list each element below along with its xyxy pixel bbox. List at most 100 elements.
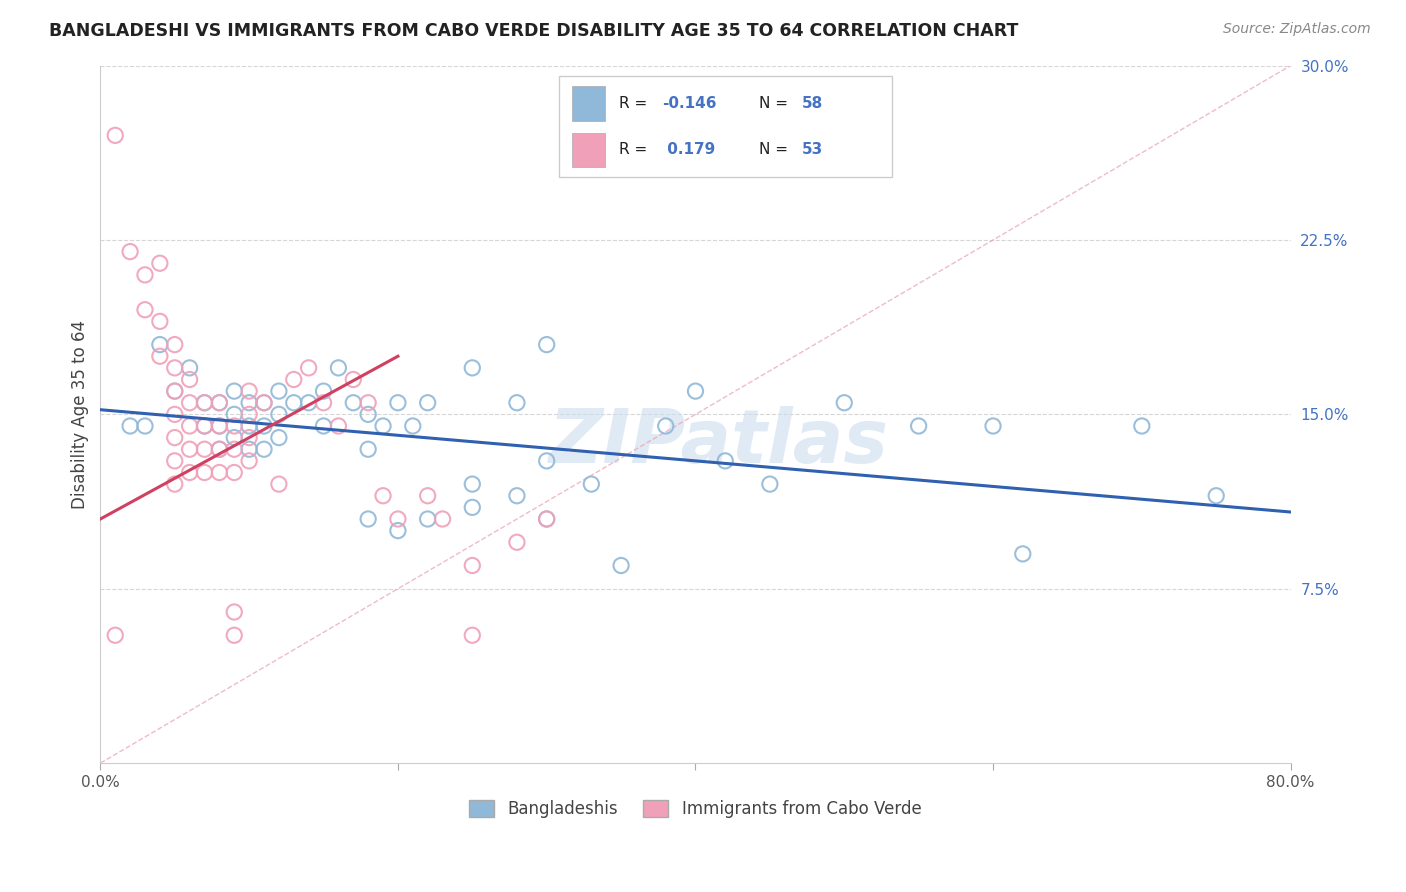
Point [193, 419, 215, 434]
Point [654, 419, 676, 434]
Point [224, 605, 246, 619]
Point [461, 500, 484, 515]
Point [208, 466, 231, 480]
Point [298, 360, 321, 375]
Point [120, 244, 142, 259]
Point [832, 396, 855, 410]
Point [224, 408, 246, 422]
Point [461, 558, 484, 573]
Point [193, 419, 215, 434]
Point [208, 442, 231, 457]
Point [536, 337, 558, 351]
Text: Source: ZipAtlas.com: Source: ZipAtlas.com [1223, 22, 1371, 37]
Point [461, 360, 484, 375]
Point [253, 442, 276, 457]
Point [328, 419, 350, 434]
Point [179, 442, 201, 457]
Point [371, 489, 394, 503]
Point [193, 396, 215, 410]
Point [253, 396, 276, 410]
Point [312, 396, 335, 410]
Point [581, 477, 603, 491]
Point [267, 384, 290, 398]
Point [1130, 419, 1153, 434]
Point [685, 384, 707, 398]
Point [149, 256, 172, 270]
Point [238, 442, 260, 457]
Point [134, 419, 156, 434]
Y-axis label: Disability Age 35 to 64: Disability Age 35 to 64 [72, 320, 89, 508]
Point [283, 396, 305, 410]
Point [208, 442, 231, 457]
Point [342, 372, 364, 386]
Text: ZIPatlas: ZIPatlas [550, 406, 889, 479]
Text: BANGLADESHI VS IMMIGRANTS FROM CABO VERDE DISABILITY AGE 35 TO 64 CORRELATION CH: BANGLADESHI VS IMMIGRANTS FROM CABO VERD… [49, 22, 1018, 40]
Point [714, 454, 737, 468]
Point [416, 489, 439, 503]
Point [104, 128, 127, 143]
Point [312, 384, 335, 398]
Point [357, 408, 380, 422]
Point [536, 454, 558, 468]
Point [283, 372, 305, 386]
Point [328, 360, 350, 375]
Point [461, 628, 484, 642]
Point [981, 419, 1004, 434]
Point [120, 419, 142, 434]
Point [342, 396, 364, 410]
Point [238, 384, 260, 398]
Point [104, 628, 127, 642]
Point [1205, 489, 1227, 503]
Point [536, 512, 558, 526]
Point [163, 454, 186, 468]
Legend: Bangladeshis, Immigrants from Cabo Verde: Bangladeshis, Immigrants from Cabo Verde [463, 793, 928, 824]
Point [149, 314, 172, 328]
Point [759, 477, 782, 491]
Point [163, 477, 186, 491]
Point [506, 489, 529, 503]
Point [610, 128, 633, 143]
Point [224, 384, 246, 398]
Point [416, 396, 439, 410]
Point [416, 512, 439, 526]
Point [224, 431, 246, 445]
Point [163, 360, 186, 375]
Point [371, 419, 394, 434]
Point [179, 372, 201, 386]
Point [163, 384, 186, 398]
Point [179, 396, 201, 410]
Point [357, 396, 380, 410]
Point [163, 384, 186, 398]
Point [224, 442, 246, 457]
Point [267, 431, 290, 445]
Point [224, 466, 246, 480]
Point [402, 419, 425, 434]
Point [432, 512, 454, 526]
Point [298, 396, 321, 410]
Point [253, 396, 276, 410]
Point [1011, 547, 1033, 561]
Point [238, 419, 260, 434]
Point [193, 396, 215, 410]
Point [267, 408, 290, 422]
Point [193, 442, 215, 457]
Point [387, 396, 409, 410]
Point [179, 466, 201, 480]
Point [506, 396, 529, 410]
Point [907, 419, 929, 434]
Point [238, 396, 260, 410]
Point [179, 360, 201, 375]
Point [357, 512, 380, 526]
Point [193, 466, 215, 480]
Point [357, 442, 380, 457]
Point [387, 524, 409, 538]
Point [134, 268, 156, 282]
Point [208, 396, 231, 410]
Point [224, 628, 246, 642]
Point [610, 558, 633, 573]
Point [163, 431, 186, 445]
Point [238, 454, 260, 468]
Point [387, 512, 409, 526]
Point [461, 477, 484, 491]
Point [208, 419, 231, 434]
